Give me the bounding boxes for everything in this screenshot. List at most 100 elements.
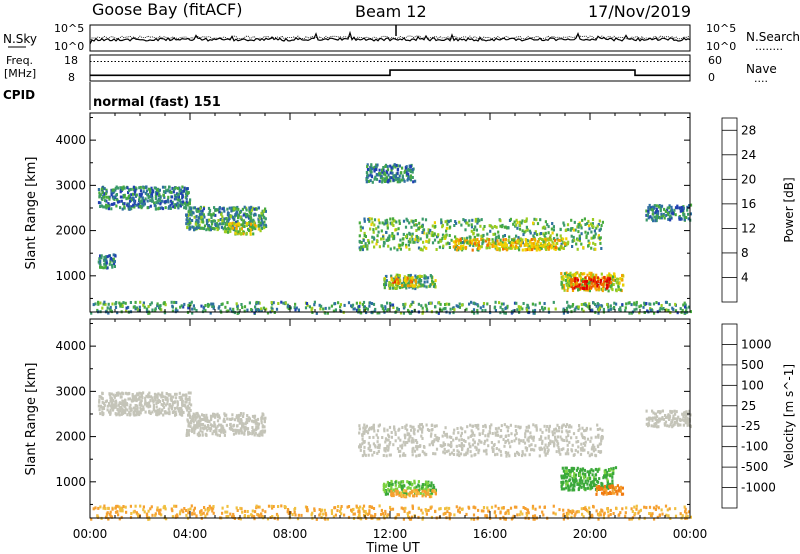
scatter-cell [580,226,583,230]
scatter-cell [109,259,112,263]
scatter-cell [101,412,104,416]
scatter-cell [588,289,591,293]
scatter-cell [204,309,207,313]
scatter-cell [560,430,564,434]
scatter-cell [103,187,106,191]
scatter-cell [470,225,474,229]
scatter-cell [401,426,404,429]
scatter-cell [106,255,109,259]
scatter-cell [231,413,234,417]
scatter-cell [569,484,572,488]
scatter-cell [239,413,242,417]
scatter-cell [525,308,529,312]
scatter-cell [134,409,137,413]
scatter-cell [174,205,177,209]
scatter-cell [195,412,198,416]
scatter-cell [362,300,366,304]
scatter-cell [378,179,381,183]
scatter-cell [554,512,557,516]
scatter-cell [571,289,575,292]
scatter-cell [215,208,218,212]
scatter-cell [609,485,612,489]
scatter-cell [411,300,414,304]
scatter-cell [596,423,599,427]
scatter-cell [598,477,601,481]
scatter-cell [124,409,127,413]
scatter-cell [483,442,486,446]
scatter-cell [575,468,579,472]
scatter-cell [500,434,503,438]
scatter-cell [654,219,657,223]
scatter-cell [379,176,382,180]
scatter-cell [198,433,201,437]
scatter-cell [218,429,221,433]
scatter-cell [253,207,256,211]
scatter-cell [173,203,176,207]
scatter-cell [583,429,586,433]
scatter-cell [372,166,375,170]
scatter-cell [116,408,119,411]
scatter-cell [579,272,583,275]
scatter-cell [404,166,408,170]
scatter-cell [454,235,457,239]
scatter-cell [585,236,588,240]
scatter-cell [152,404,155,407]
scatter-cell [416,429,420,433]
scatter-cell [124,407,127,411]
scatter-cell [366,431,370,435]
scatter-cell [176,403,179,407]
scatter-cell [167,195,170,199]
scatter-cell [527,436,530,440]
scatter-cell [617,288,620,291]
scatter-cell [668,206,671,210]
scatter-cell [572,466,575,470]
scatter-cell [404,434,407,438]
scatter-cell [142,391,145,395]
scatter-cell [407,243,410,247]
scatter-cell [666,211,669,215]
scatter-cell [161,207,165,211]
scatter-cell [391,284,395,288]
scatter-cell [582,442,585,446]
scatter-cell [661,307,664,311]
scatter-cell [371,235,374,239]
scatter-cell [368,219,371,223]
scatter-cell [455,221,458,225]
scatter-cell [598,486,601,490]
scatter-cell [452,448,455,452]
scatter-cell [395,492,398,496]
scatter-cell [351,303,355,307]
scatter-cell [135,203,138,207]
scatter-cell [595,280,598,284]
scatter-cell [493,225,497,228]
scatter-cell [434,433,437,437]
scatter-cell [177,206,180,210]
scatter-cell [530,443,533,447]
scatter-cell [254,431,257,435]
scatter-cell [251,419,254,423]
nsearch-legend-dots: ........ [755,40,783,53]
scatter-cell [635,307,638,311]
scatter-cell [558,450,561,454]
scatter-cell [112,202,115,206]
scatter-cell [664,300,668,304]
scatter-cell [179,188,183,192]
scatter-cell [381,180,384,184]
scatter-cell [156,408,160,412]
scatter-cell [610,484,613,488]
scatter-cell [409,284,412,288]
scatter-cell [670,205,673,209]
scatter-cell [437,439,440,443]
scatter-cell [413,481,416,485]
scatter-cell [517,451,520,455]
scatter-cell [413,223,416,227]
scatter-cell [666,206,669,210]
scatter-cell [470,223,473,227]
scatter-cell [465,239,468,243]
scatter-cell [107,302,110,306]
scatter-cell [334,302,337,306]
scatter-cell [568,430,571,434]
scatter-cell [123,186,126,190]
scatter-cell [166,402,169,406]
scatter-cell [258,223,261,227]
